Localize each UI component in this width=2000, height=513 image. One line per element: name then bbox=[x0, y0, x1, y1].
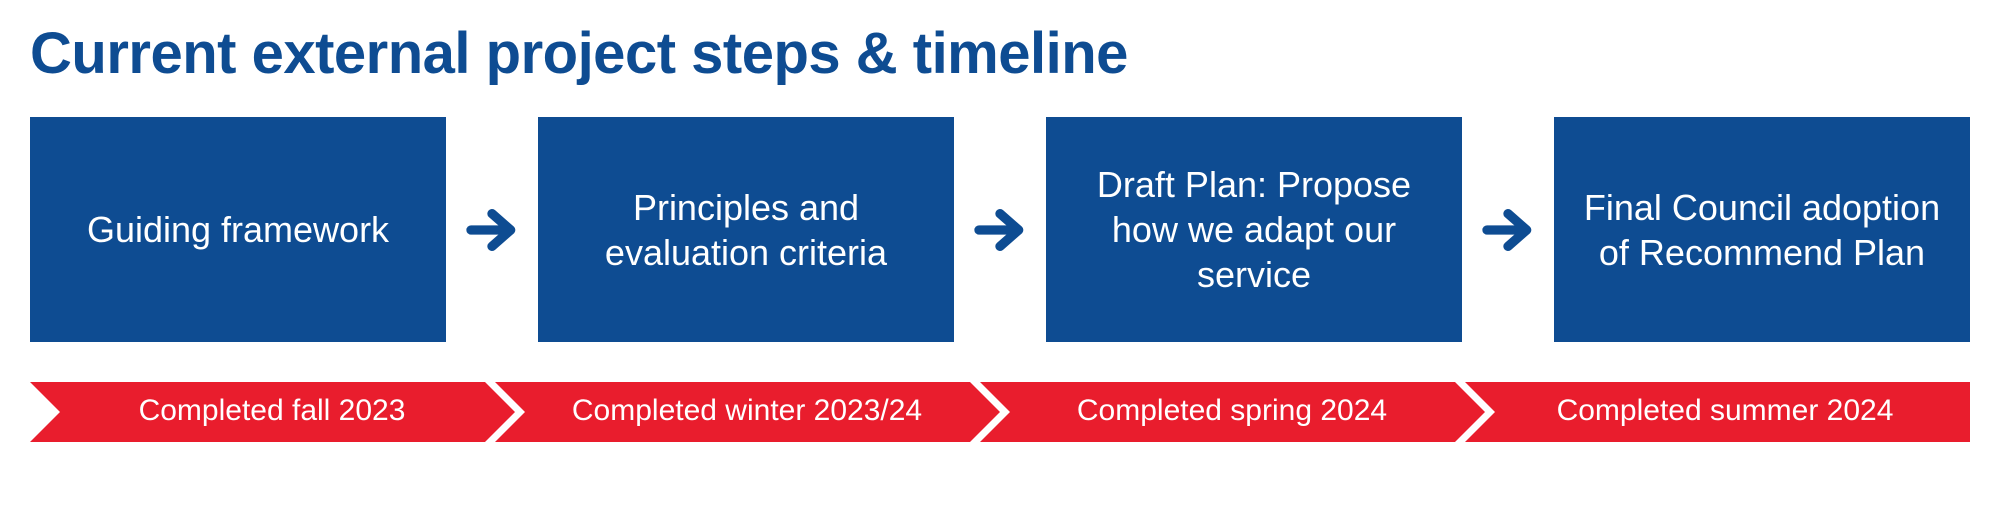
timeline-label: Completed winter 2023/24 bbox=[572, 394, 922, 427]
step-box: Principles and evaluation criteria bbox=[538, 117, 954, 342]
step-box: Final Council adoption of Recommend Plan bbox=[1554, 117, 1970, 342]
step-label: Principles and evaluation criteria bbox=[566, 185, 926, 275]
arrow-icon bbox=[1480, 202, 1536, 258]
timeline-segment: Completed spring 2024 bbox=[980, 382, 1485, 442]
timeline-row: Completed fall 2023 Completed winter 202… bbox=[30, 382, 1970, 447]
timeline-segment: Completed summer 2024 bbox=[1465, 382, 1970, 442]
timeline-label: Completed fall 2023 bbox=[139, 394, 406, 427]
steps-row: Guiding framework Principles and evaluat… bbox=[30, 117, 1970, 342]
step-box: Draft Plan: Propose how we adapt our ser… bbox=[1046, 117, 1462, 342]
timeline-segment: Completed fall 2023 bbox=[30, 382, 515, 442]
timeline-label: Completed spring 2024 bbox=[1077, 394, 1387, 427]
step-box: Guiding framework bbox=[30, 117, 446, 342]
timeline-label: Completed summer 2024 bbox=[1557, 394, 1894, 427]
page-title: Current external project steps & timelin… bbox=[30, 20, 1970, 87]
arrow-icon bbox=[464, 202, 520, 258]
arrow-icon bbox=[972, 202, 1028, 258]
step-label: Draft Plan: Propose how we adapt our ser… bbox=[1074, 162, 1434, 297]
timeline-segment: Completed winter 2023/24 bbox=[495, 382, 1000, 442]
step-label: Guiding framework bbox=[87, 207, 389, 252]
step-label: Final Council adoption of Recommend Plan bbox=[1582, 185, 1942, 275]
